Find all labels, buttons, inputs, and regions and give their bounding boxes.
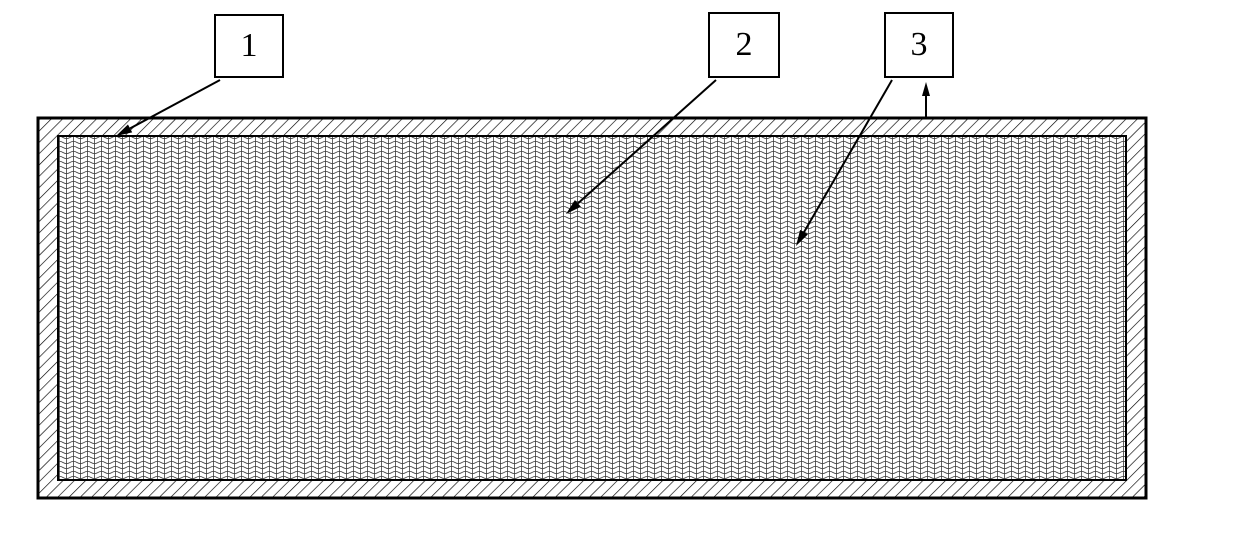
callout-label-2: 2	[708, 12, 780, 78]
callout-label-2-text: 2	[736, 26, 753, 64]
diagram-canvas: 1 2 3	[0, 0, 1240, 536]
callout-label-1-text: 1	[241, 27, 258, 65]
callout-label-3: 3	[884, 12, 954, 78]
callout-label-3-text: 3	[911, 26, 928, 64]
diagram-svg	[0, 0, 1240, 536]
callout-label-1: 1	[214, 14, 284, 78]
inner-core-rect	[58, 136, 1126, 480]
